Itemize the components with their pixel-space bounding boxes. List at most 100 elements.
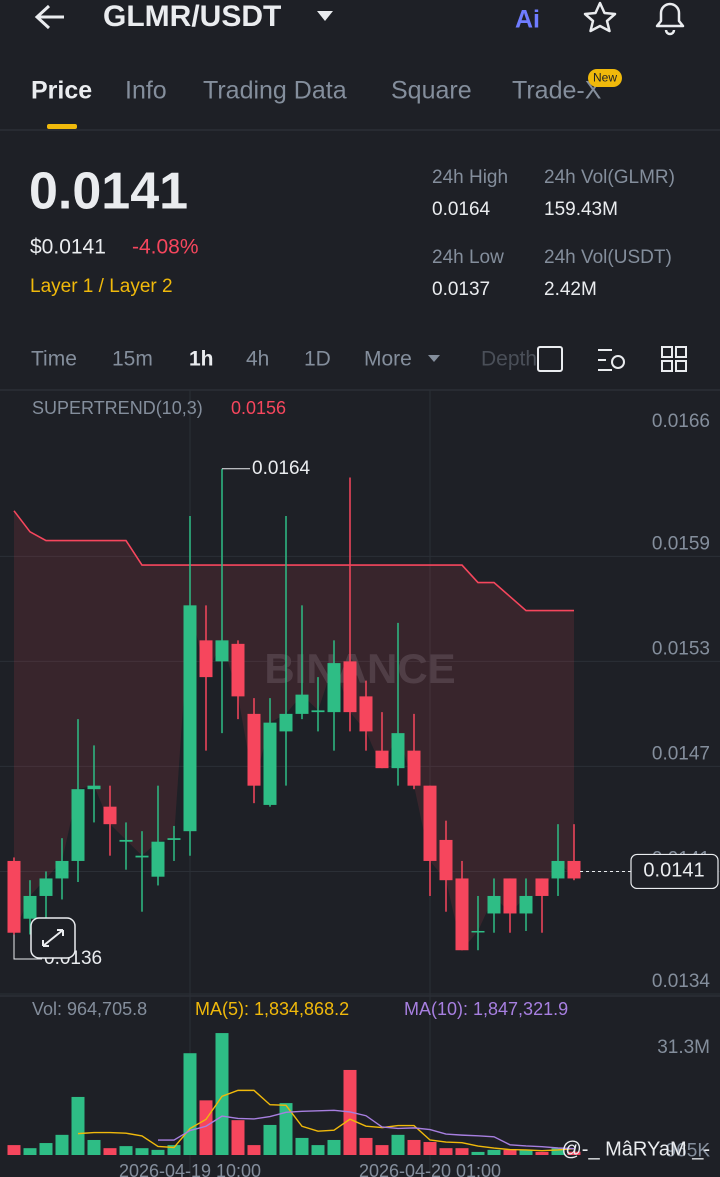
- candle-body: [519, 895, 533, 914]
- stat-value: 2.42M: [544, 279, 597, 300]
- candle-body: [391, 733, 405, 769]
- layout-icon[interactable]: [675, 360, 687, 372]
- volume-bar: [295, 1137, 309, 1155]
- candle-body: [407, 750, 421, 786]
- volume-bar: [487, 1149, 501, 1155]
- volume-bar: [471, 1151, 485, 1155]
- settings-icon[interactable]: [611, 355, 625, 369]
- candle-body: [439, 839, 453, 881]
- volume-bar: [39, 1143, 53, 1155]
- ma5-line: [77, 1089, 575, 1152]
- layout-icon[interactable]: [661, 360, 673, 372]
- volume-bar: [215, 1033, 229, 1155]
- candle-body: [103, 806, 117, 825]
- ai-button[interactable]: Ai: [515, 6, 540, 34]
- back-button[interactable]: [34, 4, 64, 30]
- volume-bar: [247, 1145, 261, 1155]
- more-caret[interactable]: [428, 355, 440, 362]
- candle-body: [423, 785, 437, 861]
- tab[interactable]: Trade-X: [512, 77, 602, 105]
- volume-bar: [55, 1134, 69, 1155]
- volume-bar: [423, 1142, 437, 1155]
- volume-bar: [375, 1145, 389, 1155]
- candle-body: [39, 878, 53, 896]
- last-price: 0.0141: [29, 163, 188, 221]
- candle-body: [535, 878, 549, 896]
- candle-body: [375, 750, 389, 769]
- volume-bar: [503, 1149, 517, 1155]
- tab[interactable]: Square: [391, 77, 472, 105]
- x-tick-label: 2026-04-19 10:00: [119, 1161, 261, 1177]
- volume-bar: [519, 1149, 533, 1155]
- stat-value: 0.0137: [432, 279, 490, 300]
- interval-tab[interactable]: Time: [31, 348, 77, 371]
- candle-body: [23, 895, 37, 919]
- volume-bar: [119, 1146, 133, 1155]
- tab[interactable]: Price: [31, 77, 92, 105]
- y-tick-label: 0.0147: [652, 743, 710, 764]
- layout-icon[interactable]: [661, 346, 673, 358]
- candle-body: [295, 694, 309, 714]
- favorite-button[interactable]: [583, 1, 617, 33]
- x-tick-label: 2026-04-20 01:00: [359, 1161, 501, 1177]
- indicator-icon[interactable]: [598, 349, 612, 371]
- volume-bar: [231, 1120, 245, 1155]
- candle-body: [215, 640, 229, 662]
- y-tick-label: 0.0134: [652, 971, 711, 992]
- indicator-value: 0.0156: [231, 398, 286, 418]
- candle-body: [247, 713, 261, 786]
- volume-bar: [7, 1145, 21, 1155]
- ma10-legend: MA(10): 1,847,321.9: [404, 999, 568, 1019]
- candle-body: [231, 643, 245, 697]
- candle-body: [343, 661, 357, 713]
- tab[interactable]: Info: [125, 77, 167, 105]
- last-price-label: 0.0141: [643, 860, 704, 882]
- user-watermark: @-_ MâRYaM _-: [562, 1138, 711, 1160]
- pair-caret[interactable]: [317, 11, 333, 21]
- y-tick-label: 0.0166: [652, 411, 710, 432]
- candle-body: [71, 789, 85, 861]
- volume-bar: [183, 1053, 197, 1155]
- interval-tab[interactable]: 15m: [112, 348, 153, 371]
- candle-body: [135, 855, 149, 858]
- low-marker-line: [13, 934, 42, 960]
- interval-tab[interactable]: Depth: [481, 348, 537, 371]
- volume-bar: [407, 1139, 421, 1155]
- candle-body: [455, 878, 469, 951]
- candle-body: [167, 838, 181, 840]
- interval-tab[interactable]: 4h: [246, 348, 269, 371]
- stat-value: 0.0164: [432, 199, 491, 220]
- volume-bar: [567, 1151, 581, 1155]
- interval-tab[interactable]: More: [364, 348, 412, 371]
- price-change: -4.08%: [132, 236, 199, 259]
- expand-icon: [42, 929, 64, 947]
- tab[interactable]: Trading Data: [203, 77, 347, 105]
- candle-body: [359, 696, 373, 732]
- volume-bar: [103, 1148, 117, 1155]
- volume-legend: Vol: 964,705.8: [32, 999, 147, 1019]
- layout-icon[interactable]: [675, 346, 687, 358]
- y-tick-label: 0.0159: [652, 533, 710, 554]
- candle-body: [567, 860, 581, 879]
- candle-body: [311, 710, 325, 713]
- volume-bar: [279, 1103, 293, 1155]
- supertrend-line: [13, 510, 574, 612]
- fullscreen-icon[interactable]: [537, 346, 563, 372]
- interval-tab[interactable]: 1D: [304, 348, 331, 371]
- stat-value: 159.43M: [544, 199, 618, 220]
- candle-body: [55, 860, 69, 879]
- new-badge-text: New: [593, 71, 617, 85]
- candle-body: [119, 839, 133, 842]
- alert-button[interactable]: [655, 2, 685, 36]
- volume-bar: [311, 1145, 325, 1155]
- y-tick-label: 0.0153: [652, 638, 710, 659]
- ma10-line: [158, 1109, 575, 1150]
- interval-tab[interactable]: 1h: [189, 348, 214, 371]
- volume-bar: [263, 1124, 277, 1155]
- pair-title[interactable]: GLMR/USDT: [103, 0, 281, 33]
- stat-label: 24h High: [432, 167, 508, 188]
- volume-bar: [359, 1137, 373, 1155]
- sector-tags[interactable]: Layer 1 / Layer 2: [30, 276, 173, 297]
- volume-tick-label: 965K: [666, 1141, 711, 1162]
